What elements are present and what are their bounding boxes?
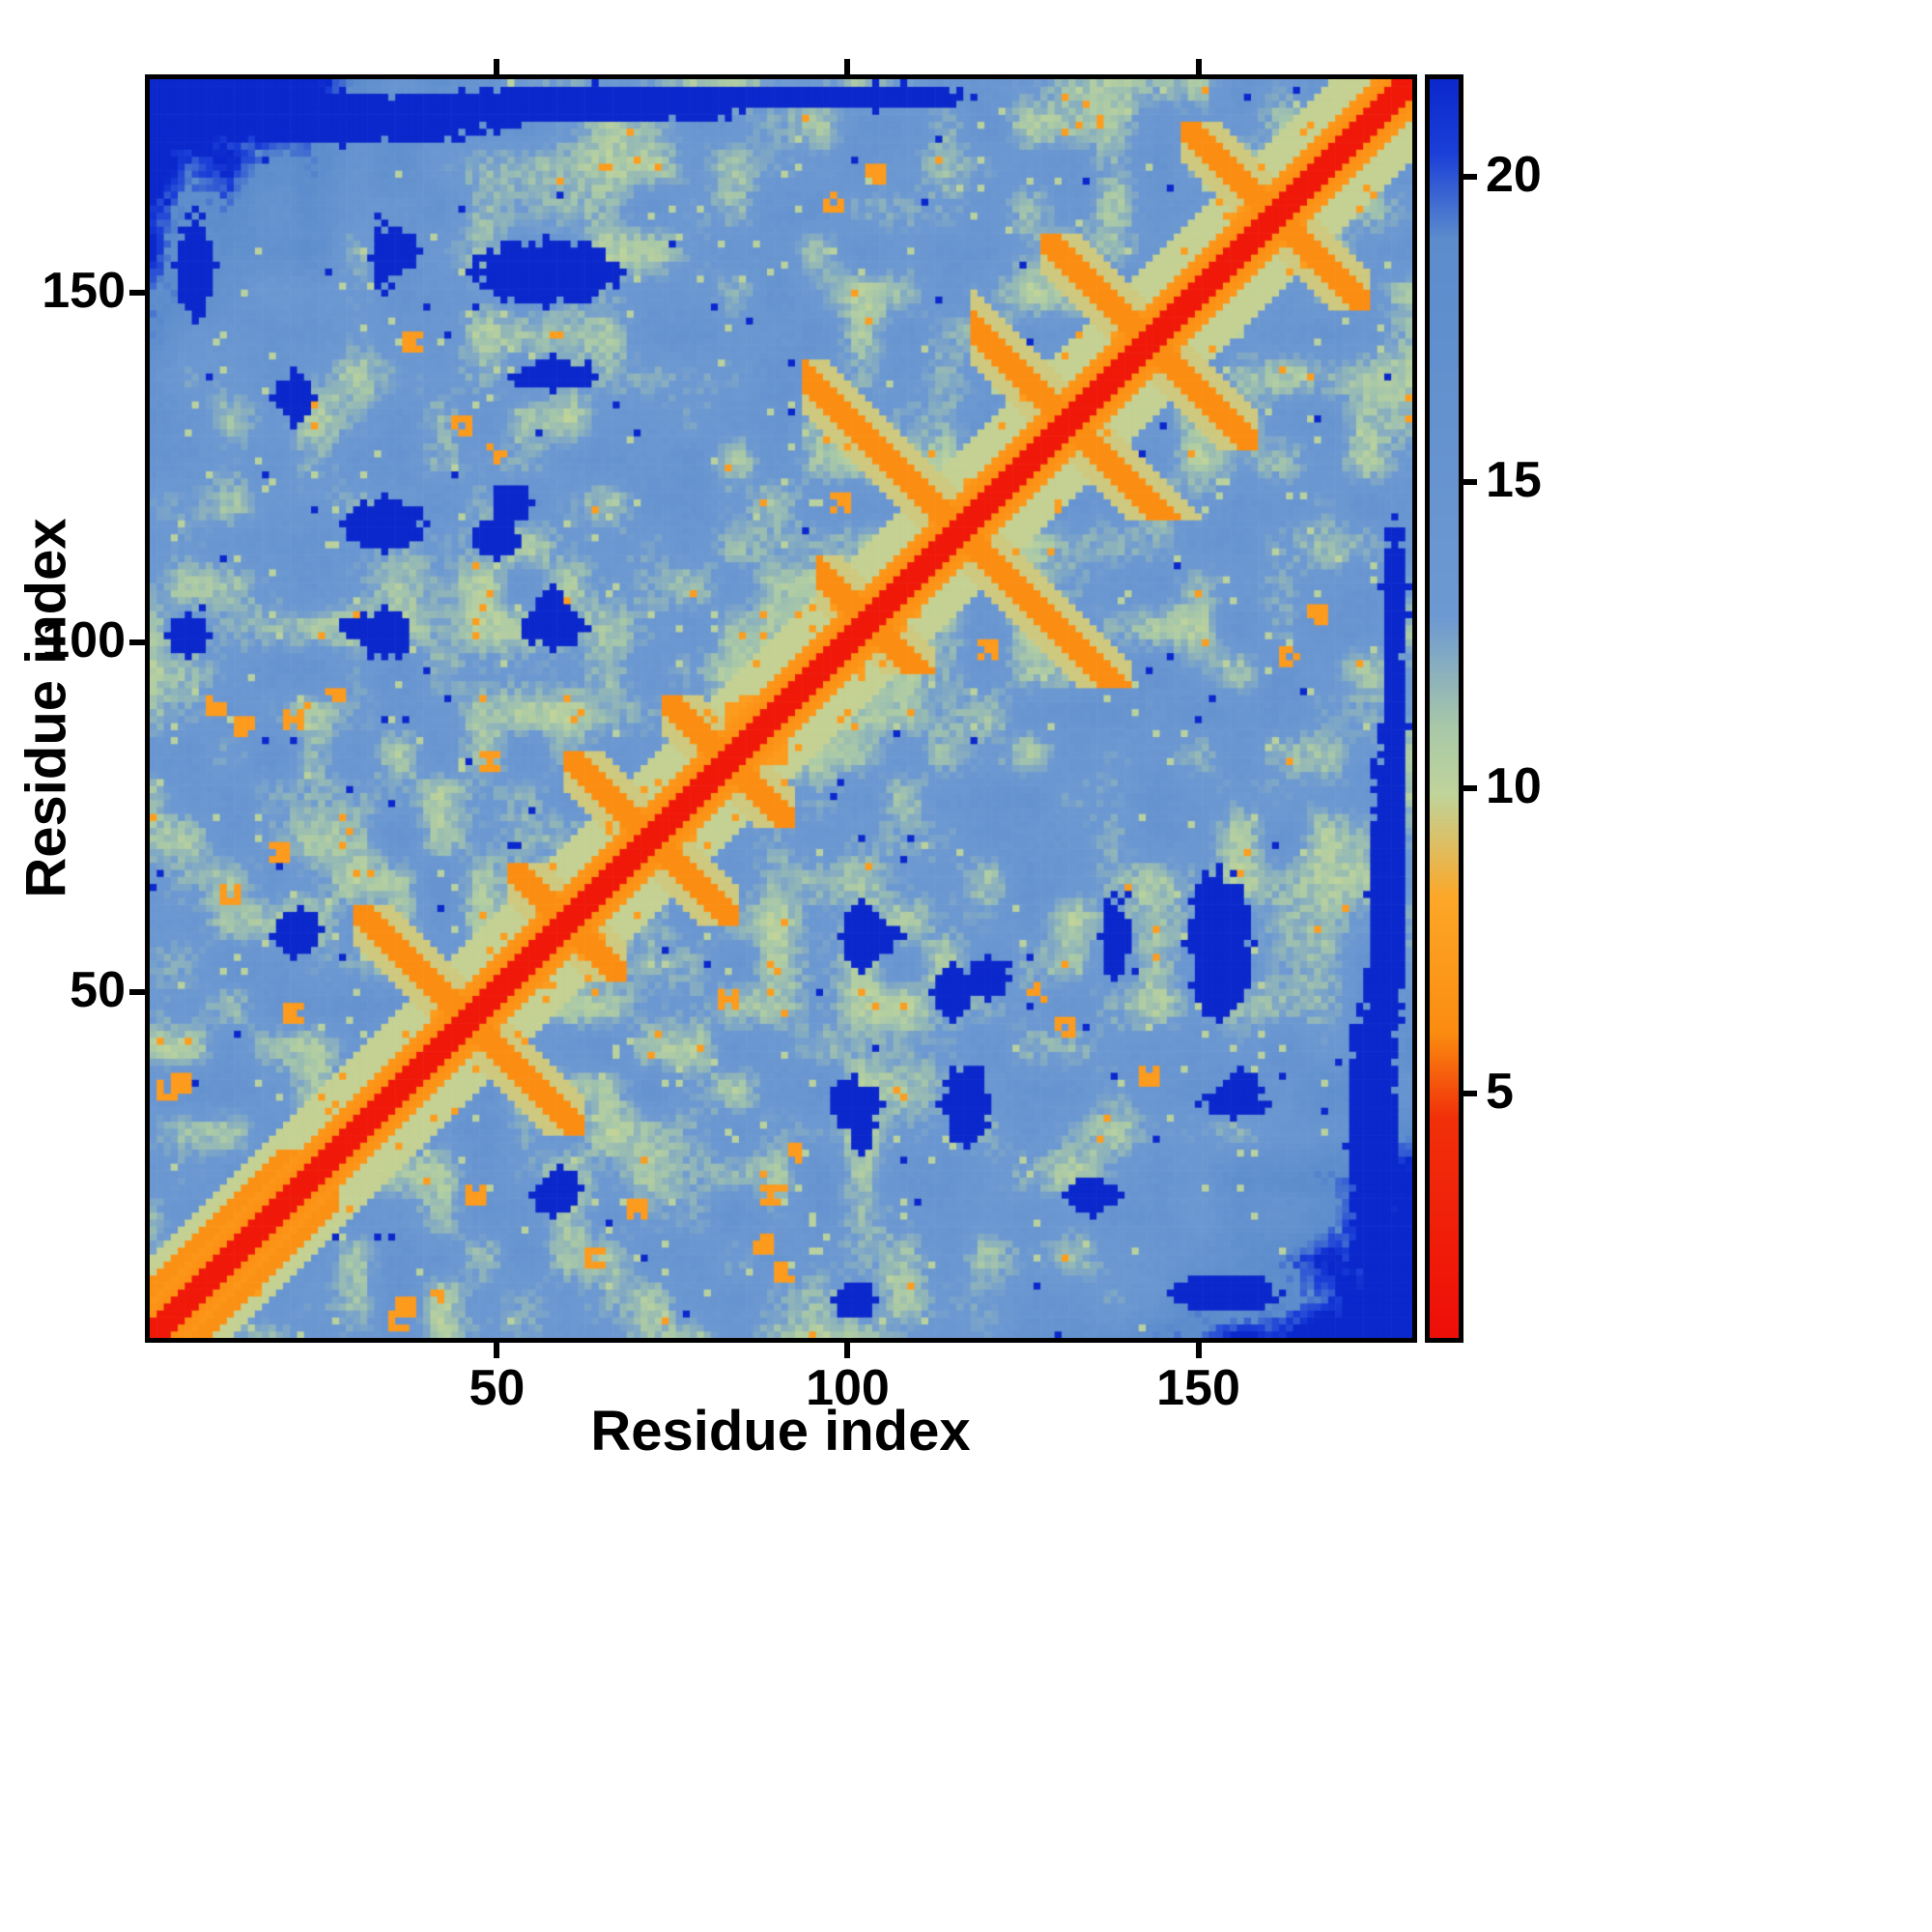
colorbar-tick-label-5: 5 [1486,1063,1514,1120]
axis-tick-mark [1463,479,1477,486]
y-tick-label-50: 50 [70,961,126,1018]
x-axis-title: Residue index [590,1400,971,1463]
axis-tick-mark [844,59,851,74]
colorbar-tick-label-15: 15 [1486,452,1542,509]
axis-tick-mark [129,639,145,645]
axis-tick-mark [1195,1343,1202,1358]
axis-tick-mark [1463,174,1477,181]
x-tick-label-100: 100 [806,1360,890,1416]
y-tick-label-100: 100 [42,611,126,668]
axis-tick-mark [1195,59,1202,74]
x-tick-label-150: 150 [1156,1360,1240,1416]
colorbar-canvas [1430,79,1459,1338]
axis-tick-mark [129,988,145,995]
axis-tick-mark [494,59,500,74]
colorbar-tick-label-10: 10 [1486,757,1542,814]
colorbar-tick-label-20: 20 [1486,147,1542,204]
plot-frame [145,74,1417,1343]
heatmap-canvas [150,79,1412,1338]
axis-tick-mark [494,1343,500,1358]
colorbar-frame [1425,74,1463,1343]
y-tick-label-150: 150 [42,262,126,319]
axis-tick-mark [1463,1090,1477,1096]
y-axis-title: Residue index [14,518,78,898]
axis-tick-mark [844,1343,851,1358]
axis-tick-mark [129,289,145,296]
axis-tick-mark [1463,784,1477,791]
x-tick-label-50: 50 [469,1360,526,1416]
